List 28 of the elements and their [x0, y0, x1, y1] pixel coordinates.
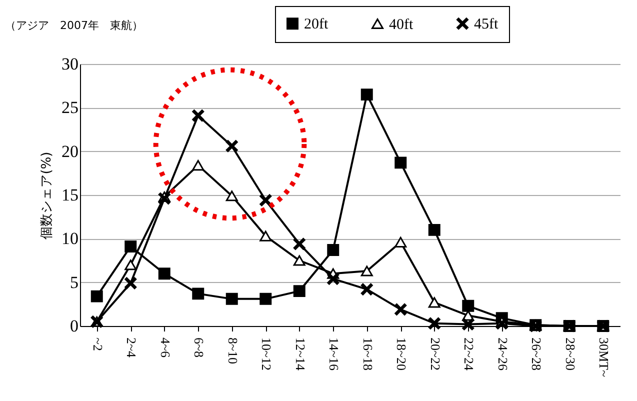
y-tick-label: 10 — [62, 229, 78, 248]
y-tick-label: 30 — [62, 54, 78, 74]
x-tick-label: 2~4 — [124, 338, 140, 358]
y-tick-label: 5 — [70, 272, 78, 292]
x-tick-label: 4~6 — [158, 338, 173, 358]
y-tick-label: 0 — [70, 316, 78, 336]
x-tick-label: 26~28 — [529, 338, 544, 371]
y-tick-label: 25 — [62, 98, 78, 118]
x-tick-label: 30MT~ — [596, 338, 612, 378]
x-tick-label: 12~14 — [292, 338, 308, 372]
x-tick-label: 28~30 — [562, 338, 578, 371]
x-tick-label: 20~22 — [428, 338, 443, 371]
legend-label: 20ft — [304, 16, 329, 33]
y-tick-label: 15 — [62, 186, 78, 204]
x-tick-label: 18~20 — [394, 338, 410, 371]
x-tick-label: 22~24 — [462, 338, 477, 372]
y-tick-label: 20 — [62, 142, 78, 161]
legend-label: 40ft — [389, 16, 414, 33]
x-tick-label: 14~16 — [326, 338, 342, 372]
text: （アジア 2007年 東航） — [5, 19, 143, 32]
x-tick-label: ~2 — [90, 338, 106, 352]
x-tick-label: 24~26 — [495, 338, 510, 372]
x-tick-label: 10~12 — [259, 338, 274, 371]
y-axis-title: 個数シェア(%) — [40, 152, 54, 240]
x-tick-label: 8~10 — [225, 338, 240, 364]
x-tick-label: 6~8 — [192, 338, 207, 358]
x-tick-label: 16~18 — [360, 338, 376, 371]
legend-label: 45ft — [474, 16, 499, 33]
